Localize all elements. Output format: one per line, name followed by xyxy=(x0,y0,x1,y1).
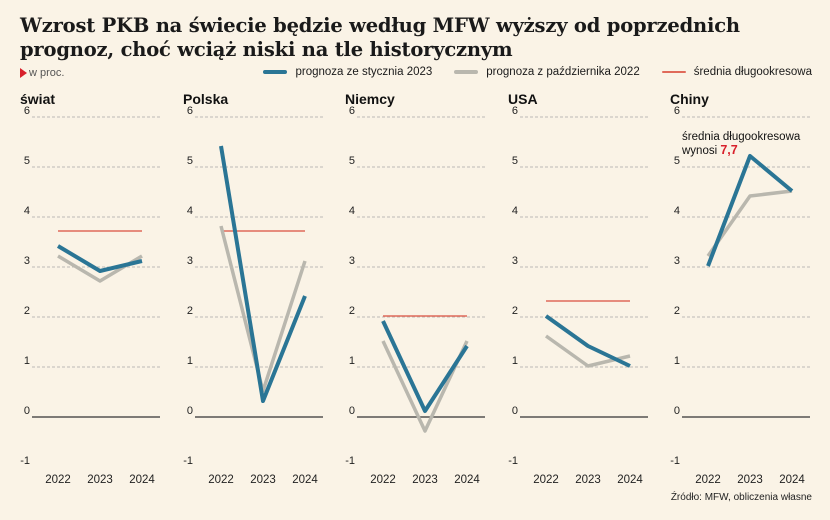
y-tick-label: -1 xyxy=(670,455,680,467)
legend-item-avg: średnia długookresowa xyxy=(661,66,812,78)
annotation-value: 7,7 xyxy=(720,143,737,157)
series-line-jan xyxy=(56,244,143,273)
series-line-jan xyxy=(706,154,794,267)
y-tick-label: 3 xyxy=(674,255,680,267)
x-tick-label: 2024 xyxy=(617,474,643,486)
x-tick-label: 2023 xyxy=(250,474,276,486)
x-tick-label: 2023 xyxy=(575,474,601,486)
panel-title: świat xyxy=(20,91,55,107)
y-tick-label: 3 xyxy=(349,255,355,267)
y-tick-label: -1 xyxy=(345,455,355,467)
x-tick-label: 2022 xyxy=(533,474,559,486)
source-note: Źródło: MFW, obliczenia własne xyxy=(670,492,812,503)
panel-title: Chiny xyxy=(670,91,709,107)
y-tick-label: 4 xyxy=(674,205,680,217)
y-tick-label: -1 xyxy=(20,455,30,467)
y-tick-label: 1 xyxy=(24,355,30,367)
x-tick-label: 2022 xyxy=(208,474,234,486)
y-tick-label: 3 xyxy=(187,255,193,267)
y-tick-label: 6 xyxy=(512,105,518,117)
y-tick-label: 1 xyxy=(512,355,518,367)
y-tick-label: 0 xyxy=(349,405,355,417)
series-line-oct xyxy=(57,254,143,283)
legend-swatch-oct xyxy=(454,70,479,74)
y-tick-label: 4 xyxy=(512,205,518,217)
legend-item-jan: prognoza ze stycznia 2023 xyxy=(263,66,432,78)
series-line-jan xyxy=(544,314,631,368)
y-tick-label: 2 xyxy=(187,305,193,317)
y-tick-label: 0 xyxy=(674,405,680,417)
legend-label-jan: prognoza ze stycznia 2023 xyxy=(295,66,433,78)
y-tick-label: 1 xyxy=(674,355,680,367)
y-tick-label: 1 xyxy=(349,355,355,367)
x-tick-label: 2023 xyxy=(412,474,438,486)
y-tick-label: 0 xyxy=(24,405,30,417)
annotation-prefix: wynosi xyxy=(681,145,720,157)
annotation-value-line: wynosi 7,7 xyxy=(681,143,738,157)
legend: prognoza ze stycznia 2023 prognoza z paź… xyxy=(263,66,812,78)
y-tick-label: 5 xyxy=(24,155,30,167)
panel-title: USA xyxy=(508,91,538,107)
series-line-jan xyxy=(381,320,469,413)
annotation-label: średnia długookresowa xyxy=(682,131,801,143)
y-tick-label: 6 xyxy=(24,105,30,117)
series-line-jan xyxy=(219,145,307,403)
y-tick-label: 2 xyxy=(512,305,518,317)
x-tick-label: 2022 xyxy=(45,474,71,486)
y-tick-label: 2 xyxy=(24,305,30,317)
y-tick-label: 4 xyxy=(187,205,193,217)
y-tick-label: 4 xyxy=(349,205,355,217)
legend-swatch-jan xyxy=(263,70,288,74)
legend-label-avg: średnia długookresowa xyxy=(693,66,812,78)
x-tick-label: 2024 xyxy=(292,474,318,486)
y-tick-label: 0 xyxy=(187,405,193,417)
x-tick-label: 2024 xyxy=(779,474,805,486)
y-tick-label: 6 xyxy=(187,105,193,117)
legend-swatch-avg xyxy=(661,71,686,73)
x-tick-label: 2024 xyxy=(129,474,155,486)
unit-text: w proc. xyxy=(29,67,65,79)
panel-title: Niemcy xyxy=(345,91,395,107)
y-tick-label: 2 xyxy=(674,305,680,317)
y-tick-label: 5 xyxy=(512,155,518,167)
y-tick-label: 4 xyxy=(24,205,30,217)
x-tick-label: 2022 xyxy=(695,474,721,486)
panel-0: świat -1 0 1 2 3 4 5 6 2022 2023 2024 xyxy=(20,91,160,486)
triangle-marker-icon xyxy=(20,68,27,78)
series-line-oct xyxy=(706,189,793,258)
panel-2: Niemcy -1 0 1 2 3 4 5 6 2022 2023 2024 xyxy=(345,91,485,486)
unit-label: w proc. xyxy=(20,67,64,79)
y-tick-label: 2 xyxy=(349,305,355,317)
x-tick-label: 2023 xyxy=(87,474,113,486)
y-tick-label: 5 xyxy=(674,155,680,167)
panel-3: USA -1 0 1 2 3 4 5 6 2022 2023 2024 xyxy=(508,91,648,486)
y-tick-label: 0 xyxy=(512,405,518,417)
legend-label-oct: prognoza z października 2022 xyxy=(486,66,640,78)
panel-4: Chiny -1 0 1 2 3 4 5 6 2022 2023 2024 średnia długoo… xyxy=(670,91,810,486)
y-tick-label: -1 xyxy=(508,455,518,467)
x-tick-label: 2022 xyxy=(370,474,396,486)
panel-title: Polska xyxy=(183,91,228,107)
panel-1: Polska -1 0 1 2 3 4 5 6 2022 2023 2024 xyxy=(183,91,323,486)
y-tick-label: 1 xyxy=(187,355,193,367)
y-tick-label: 3 xyxy=(512,255,518,267)
x-tick-label: 2024 xyxy=(454,474,480,486)
y-tick-label: 5 xyxy=(349,155,355,167)
legend-item-oct: prognoza z października 2022 xyxy=(454,66,640,78)
y-tick-label: 5 xyxy=(187,155,193,167)
series-line-oct xyxy=(219,225,307,393)
y-tick-label: 3 xyxy=(24,255,30,267)
y-tick-label: 6 xyxy=(674,105,680,117)
y-tick-label: 6 xyxy=(349,105,355,117)
x-tick-label: 2023 xyxy=(737,474,763,486)
chart-title: Wzrost PKB na świecie będzie według MFW … xyxy=(20,14,740,61)
y-tick-label: -1 xyxy=(183,455,193,467)
